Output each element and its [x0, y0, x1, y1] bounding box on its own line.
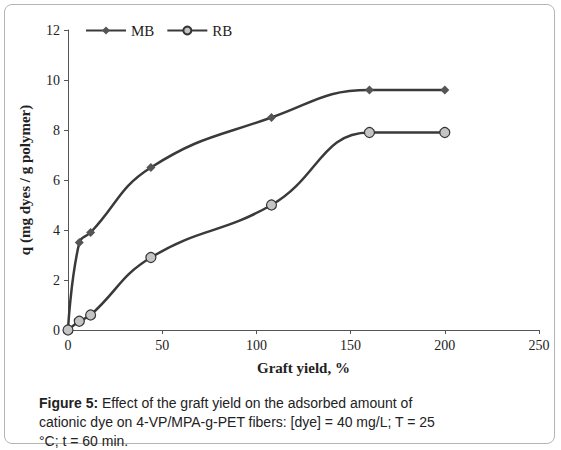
svg-text:6: 6 — [53, 173, 60, 188]
svg-text:10: 10 — [46, 73, 60, 88]
svg-text:cationic dye on 4-VP/MPA-g-PET: cationic dye on 4-VP/MPA-g-PET fibers: [… — [39, 414, 439, 430]
svg-text:q (mg dyes / g polymer): q (mg dyes / g polymer) — [17, 105, 34, 255]
svg-text:Effect of the graft yield on t: Effect of the graft yield on the adsorbe… — [98, 395, 416, 411]
svg-text:0: 0 — [53, 323, 60, 338]
svg-text:100: 100 — [246, 338, 267, 353]
svg-text:50: 50 — [155, 338, 169, 353]
svg-text:0: 0 — [65, 338, 72, 353]
svg-text:2: 2 — [53, 273, 60, 288]
svg-text:8: 8 — [53, 123, 60, 138]
svg-text:Figure 5:: Figure 5: — [39, 395, 98, 411]
svg-text:RB: RB — [212, 23, 232, 39]
svg-text:250: 250 — [529, 338, 550, 353]
svg-text:°C; t = 60 min.: °C; t = 60 min. — [39, 433, 128, 449]
svg-text:Graft yield, %: Graft yield, % — [257, 360, 350, 376]
svg-text:12: 12 — [46, 23, 60, 38]
svg-text:4: 4 — [53, 223, 60, 238]
svg-text:200: 200 — [434, 338, 455, 353]
svg-text:150: 150 — [340, 338, 361, 353]
svg-text:MB: MB — [131, 23, 154, 39]
